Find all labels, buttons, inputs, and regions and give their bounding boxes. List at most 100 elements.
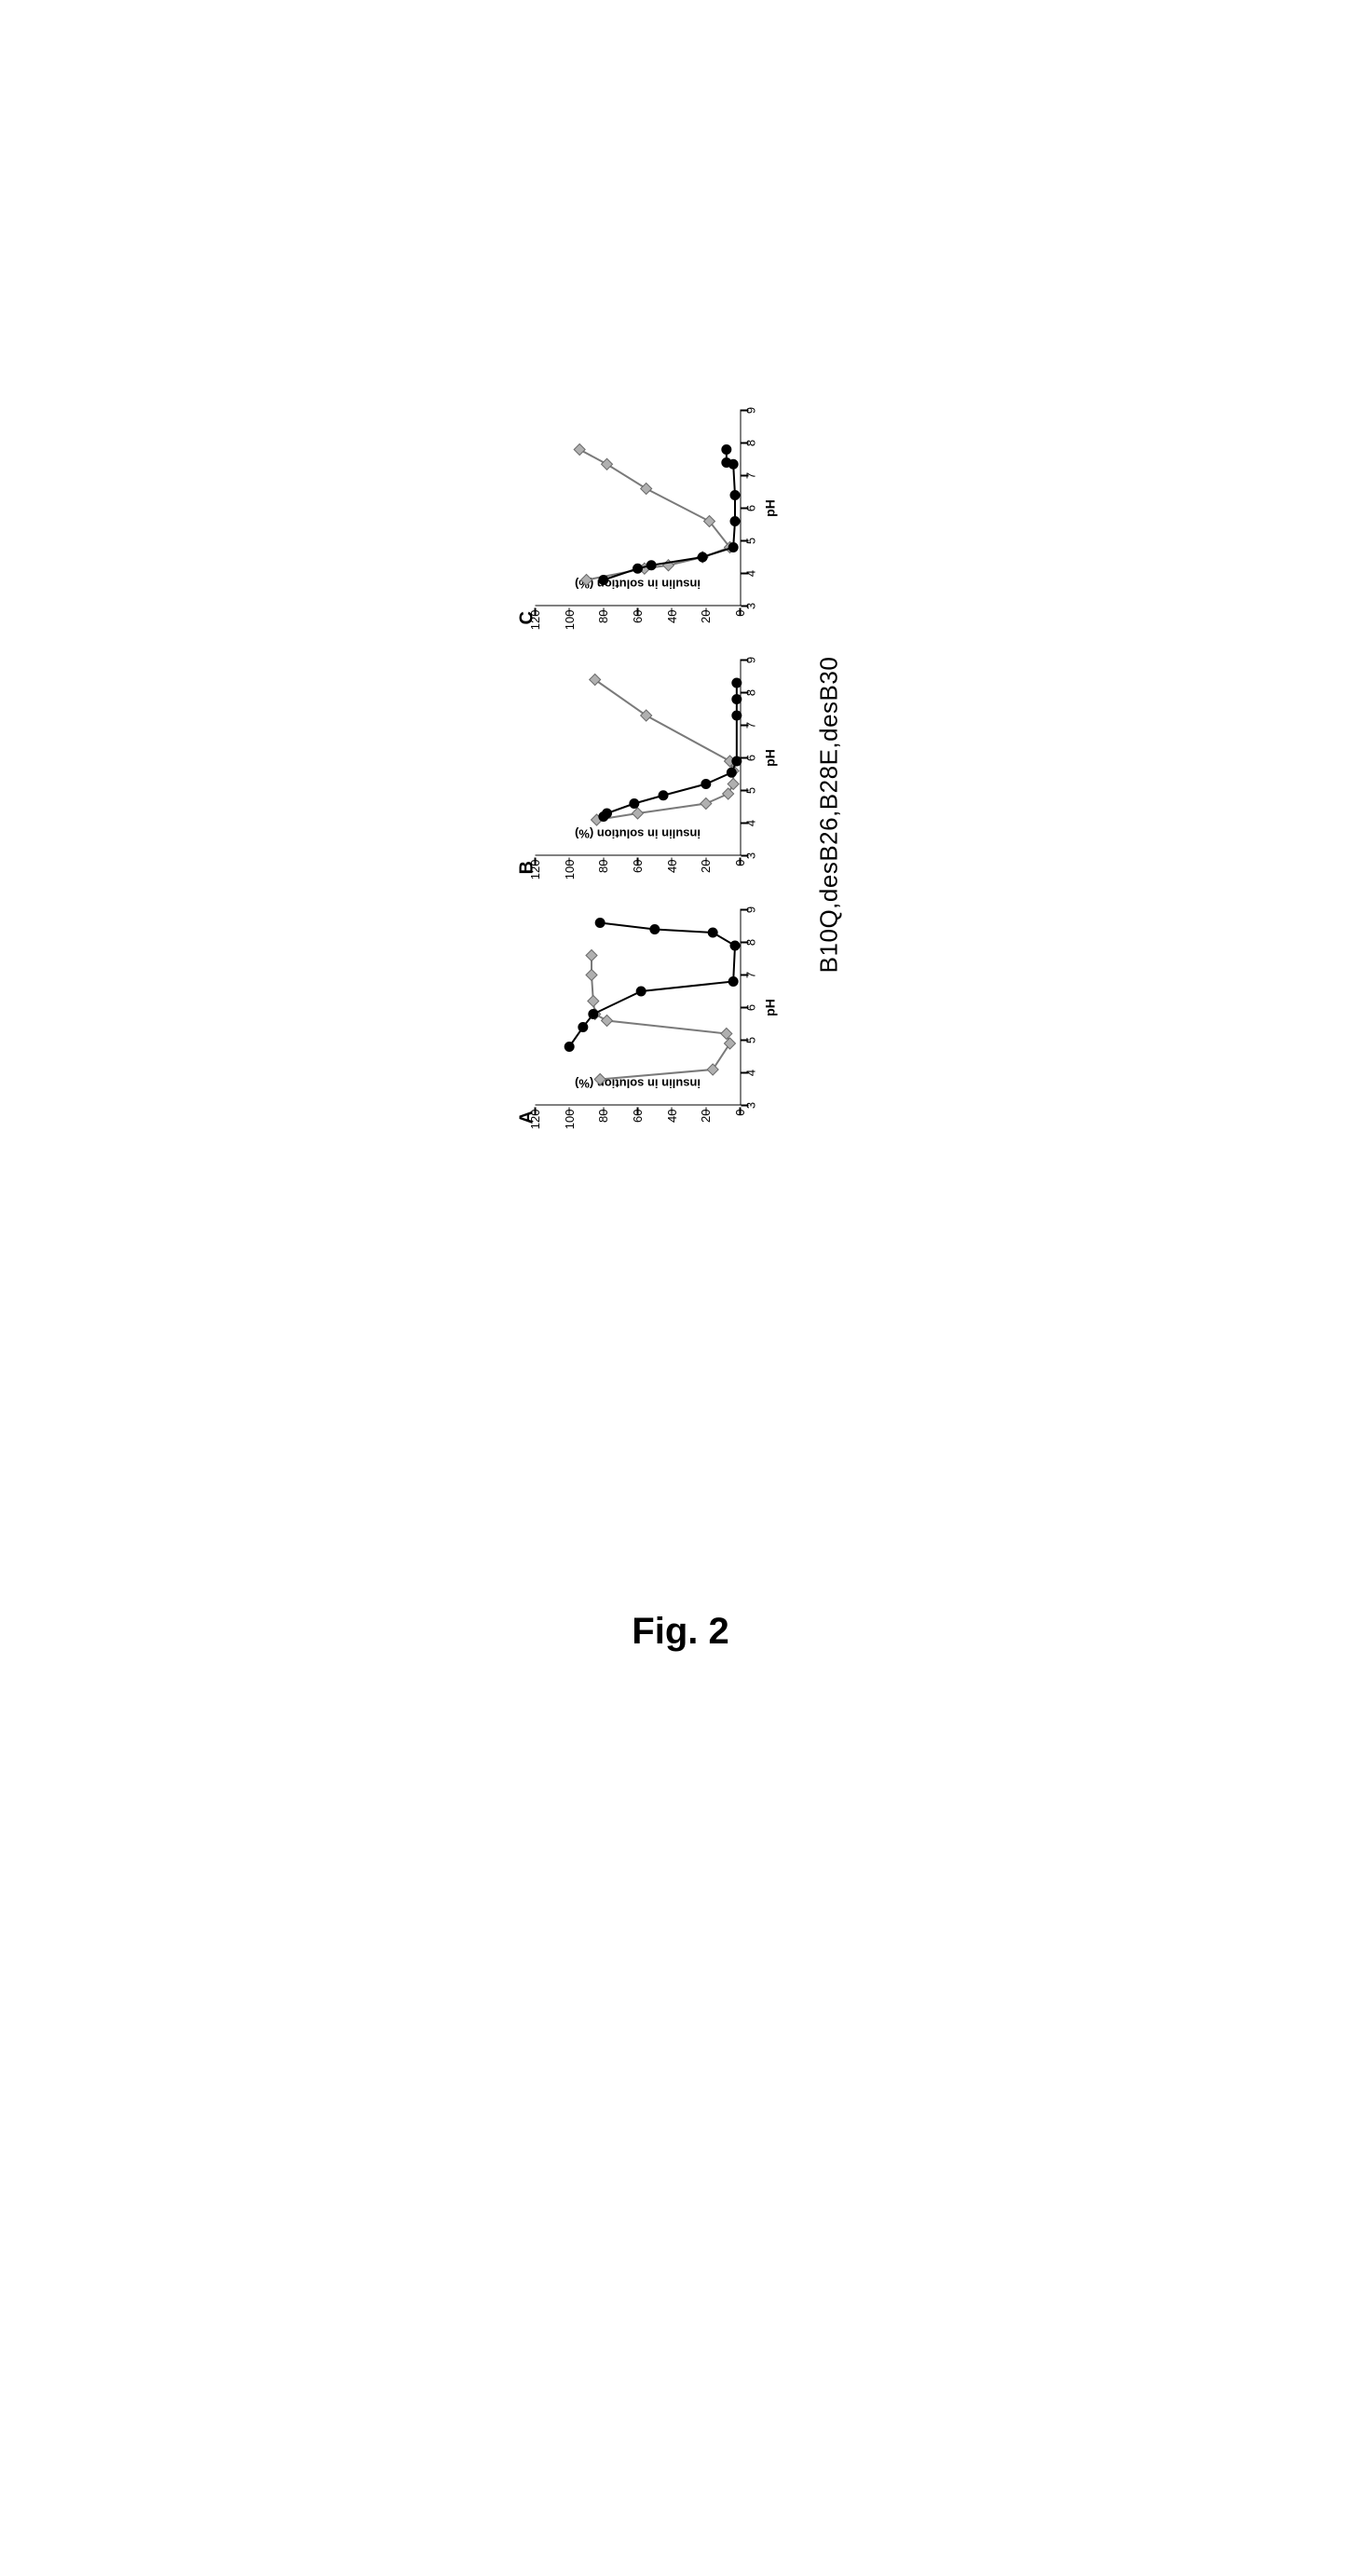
circle-marker <box>629 799 638 809</box>
x-tick-label: 5 <box>743 538 757 544</box>
circle-marker <box>730 491 740 500</box>
circle-marker <box>595 919 605 928</box>
circle-marker <box>598 576 607 585</box>
y-tick-label: 80 <box>596 1110 610 1123</box>
diamond-marker <box>586 970 597 981</box>
chart-svg <box>535 910 740 1106</box>
y-tick-label: 60 <box>631 1110 645 1123</box>
x-axis-label: pH <box>762 749 777 767</box>
y-tick-label: 60 <box>631 860 645 873</box>
plot-area: 0204060801001203456789insulin in solutio… <box>535 661 740 856</box>
diamond-marker <box>601 1015 612 1027</box>
circle-marker <box>727 768 736 777</box>
y-tick-label: 20 <box>699 1110 713 1123</box>
x-tick-label: 6 <box>743 755 757 761</box>
y-tick-label: 40 <box>664 1110 678 1123</box>
circle-marker <box>730 941 740 950</box>
plot-area: 0204060801001203456789insulin in solutio… <box>535 910 740 1106</box>
x-tick-label: 3 <box>743 603 757 609</box>
circle-marker <box>588 1010 597 1019</box>
x-tick-label: 3 <box>743 1102 757 1109</box>
circle-marker <box>633 564 642 573</box>
diamond-marker <box>722 788 733 799</box>
chart-svg <box>535 661 740 856</box>
x-tick-label: 6 <box>743 505 757 511</box>
y-tick-label: 120 <box>528 860 542 880</box>
x-tick-label: 8 <box>743 689 757 696</box>
circle-marker <box>602 809 611 818</box>
diamond-marker <box>587 996 598 1007</box>
figure-container: A0204060801001203456789insulin in soluti… <box>518 480 843 1151</box>
diamond-marker <box>586 950 597 961</box>
diamond-marker <box>724 1038 735 1049</box>
x-tick-label: 7 <box>743 472 757 479</box>
plot-area: 0204060801001203456789insulin in solutio… <box>535 411 740 607</box>
y-tick-label: 40 <box>664 860 678 873</box>
diamond-marker <box>640 484 651 495</box>
chart-svg <box>535 411 740 607</box>
x-tick-label: 3 <box>743 852 757 859</box>
circle-marker <box>731 756 741 766</box>
figure-caption: Fig. 2 <box>19 1611 1342 1653</box>
x-tick-label: 7 <box>743 972 757 978</box>
diamond-marker <box>601 458 612 470</box>
diamond-marker <box>589 675 600 686</box>
diamond-marker <box>728 779 739 790</box>
circle-marker <box>731 695 741 704</box>
circle-marker <box>646 561 656 570</box>
chart-panel: B0204060801001203456789insulin in soluti… <box>518 661 740 901</box>
x-tick-label: 5 <box>743 787 757 794</box>
circle-marker <box>728 977 738 987</box>
x-tick-label: 9 <box>743 657 757 663</box>
x-tick-label: 7 <box>743 722 757 729</box>
series-line <box>579 450 729 580</box>
circle-marker <box>730 517 740 526</box>
x-tick-label: 4 <box>743 1070 757 1076</box>
x-tick-label: 8 <box>743 440 757 446</box>
circle-marker <box>728 543 738 552</box>
x-tick-label: 9 <box>743 906 757 913</box>
circle-marker <box>731 678 741 688</box>
diamond-marker <box>700 798 711 810</box>
diamond-marker <box>580 575 592 586</box>
y-tick-label: 40 <box>664 610 678 623</box>
circle-marker <box>565 1043 574 1052</box>
circle-marker <box>698 552 707 562</box>
circle-marker <box>578 1023 587 1032</box>
x-axis-label: pH <box>762 499 777 517</box>
circle-marker <box>721 458 730 468</box>
diamond-marker <box>632 808 643 819</box>
y-tick-label: 120 <box>528 1110 542 1130</box>
y-tick-label: 0 <box>733 610 747 617</box>
x-tick-label: 6 <box>743 1004 757 1011</box>
x-tick-label: 9 <box>743 407 757 414</box>
series-line <box>569 923 735 1047</box>
diamond-marker <box>574 444 585 456</box>
chart-panel: A0204060801001203456789insulin in soluti… <box>518 910 740 1151</box>
x-tick-label: 4 <box>743 570 757 577</box>
circle-marker <box>731 711 741 720</box>
x-tick-label: 4 <box>743 820 757 826</box>
x-tick-label: 5 <box>743 1037 757 1043</box>
circle-marker <box>721 445 730 455</box>
y-tick-label: 120 <box>528 610 542 631</box>
y-tick-label: 20 <box>699 860 713 873</box>
circle-marker <box>701 780 710 789</box>
y-tick-label: 0 <box>733 1110 747 1116</box>
diamond-marker <box>594 1074 606 1085</box>
circle-marker <box>636 987 646 996</box>
circle-marker <box>659 791 668 800</box>
x-tick-label: 8 <box>743 939 757 946</box>
figure-subtitle: B10Q,desB26,B28E,desB30 <box>814 480 843 1151</box>
chart-panel: C0204060801001203456789insulin in soluti… <box>518 411 740 651</box>
y-tick-label: 100 <box>562 610 576 631</box>
circle-marker <box>708 928 717 937</box>
series-line <box>603 683 736 817</box>
y-tick-label: 60 <box>631 610 645 623</box>
y-tick-label: 0 <box>733 860 747 866</box>
y-tick-label: 80 <box>596 610 610 623</box>
y-tick-label: 80 <box>596 860 610 873</box>
y-tick-label: 100 <box>562 1110 576 1130</box>
x-axis-label: pH <box>762 999 777 1016</box>
panels-row: A0204060801001203456789insulin in soluti… <box>518 480 740 1151</box>
